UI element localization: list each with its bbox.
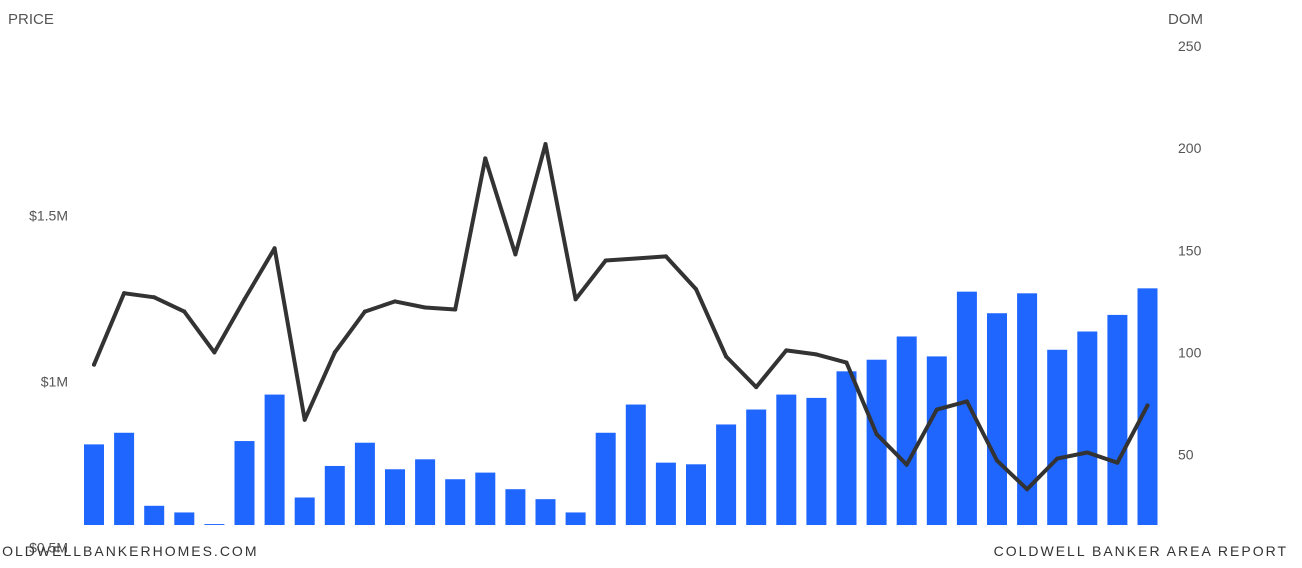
dom-line-point: [332, 350, 337, 355]
price-bars: [84, 288, 1158, 525]
dom-line-point: [483, 156, 488, 161]
dom-line-point: [573, 297, 578, 302]
price-bar: [595, 432, 616, 525]
price-bar: [415, 459, 436, 525]
price-bar: [716, 424, 737, 525]
left-axis-ticks: $1.5M $1M $0.5M: [29, 207, 68, 555]
dom-line-point: [92, 362, 96, 367]
footer-report-title: COLDWELL BANKER AREA REPORT: [993, 543, 1288, 559]
price-bar: [144, 505, 165, 525]
dom-line-point: [663, 254, 668, 259]
price-bar: [294, 497, 315, 525]
price-bar: [84, 444, 104, 525]
dom-line-point: [122, 291, 127, 296]
price-bar: [174, 512, 195, 525]
price-bar: [896, 336, 917, 525]
dom-line-point: [543, 142, 548, 147]
dom-line-point: [784, 348, 789, 353]
price-bar: [324, 465, 345, 525]
dom-line-point: [633, 256, 638, 261]
dom-line-point: [874, 432, 879, 437]
price-bar: [475, 472, 496, 525]
dom-line-point: [453, 307, 458, 312]
dom-line-point: [844, 360, 849, 365]
dom-line-point: [694, 287, 698, 292]
right-tick-label: 50: [1178, 447, 1194, 463]
dom-line-point: [904, 462, 909, 467]
right-tick-label: 100: [1178, 344, 1202, 360]
price-bar: [776, 394, 797, 525]
left-tick-label: $0.5M: [29, 539, 68, 555]
price-bar: [625, 404, 646, 525]
price-bar: [987, 313, 1007, 525]
dom-line-point: [603, 258, 608, 263]
price-bar: [535, 499, 556, 525]
left-tick-label: $1M: [41, 373, 68, 389]
price-bar: [1107, 314, 1128, 525]
price-bar: [836, 371, 857, 525]
left-tick-label: $1.5M: [29, 207, 68, 223]
price-bar: [234, 441, 255, 525]
dom-line-point: [212, 350, 217, 355]
price-bar: [655, 462, 676, 525]
right-tick-label: 200: [1178, 140, 1202, 156]
dom-line: [92, 142, 1150, 492]
footer-website: COLDWELLBANKERHOMES.COM: [0, 543, 259, 559]
price-bar: [926, 356, 947, 525]
price-bar: [505, 489, 526, 525]
dom-line-point: [724, 354, 729, 359]
price-bar: [204, 524, 225, 525]
dom-line-point: [513, 252, 518, 257]
price-bar: [866, 359, 887, 525]
left-axis-title: PRICE: [8, 11, 54, 28]
dom-line-point: [964, 399, 969, 404]
dom-line-point: [754, 385, 759, 390]
dom-line-point: [1085, 450, 1090, 455]
price-bar: [746, 409, 767, 525]
price-bar: [114, 432, 135, 525]
price-bar: [354, 442, 375, 525]
right-tick-label: 150: [1178, 242, 1202, 258]
dom-line-point: [362, 309, 367, 314]
dom-line-point: [152, 295, 157, 300]
right-axis-ticks: 250 200 150 100 50: [1178, 38, 1202, 462]
dom-line-point: [182, 309, 187, 314]
dom-line-point: [302, 417, 307, 422]
dom-line-point: [393, 299, 397, 304]
price-bar: [385, 469, 405, 525]
right-tick-label: 250: [1178, 38, 1202, 54]
dom-line-point: [995, 458, 999, 463]
dom-line-point: [1055, 456, 1060, 461]
price-bar: [565, 512, 586, 525]
right-axis-title: DOM: [1168, 11, 1203, 28]
dom-line-point: [814, 352, 819, 357]
price-bar: [1077, 331, 1098, 525]
dom-line-point: [272, 246, 277, 251]
price-bar: [1047, 349, 1068, 525]
dom-line-point: [1025, 487, 1030, 492]
price-bar: [806, 397, 827, 525]
price-bar: [1017, 293, 1038, 525]
price-bar: [956, 291, 977, 525]
dom-line-point: [423, 305, 428, 310]
dom-line-series: [92, 142, 1150, 492]
dom-line-point: [1145, 403, 1150, 408]
dom-line-point: [1115, 460, 1120, 465]
price-bar: [264, 394, 285, 525]
price-bar: [445, 479, 466, 525]
price-bar: [686, 464, 706, 525]
dom-line-point: [242, 297, 247, 302]
dom-line-point: [934, 407, 939, 412]
